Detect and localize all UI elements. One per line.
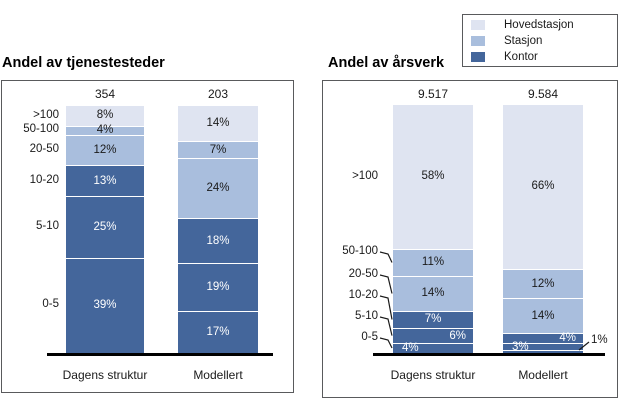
y-category-label-0-5: 0-5 [42,298,59,311]
segment-value-label: 3% [512,340,529,353]
segment-value-label: 14% [206,116,230,129]
legend-swatch-stasjon [471,35,485,46]
bar-segment-20-50: 14% [393,276,473,311]
bar-segment-50-100: 12% [503,268,583,299]
segment-value-label: 24% [206,182,230,195]
segment-value-label: 25% [93,221,117,234]
bar-segment-50-100: 4% [66,124,144,137]
segment-value-label: 7% [209,143,227,156]
x-axis-line [373,353,605,356]
y-category-label-20-50: 20-50 [29,143,59,156]
y-category-label-20-50: 20-50 [348,268,378,280]
segment-value-label: 66% [531,180,555,193]
segment-value-label: 4% [559,332,576,345]
bar-segment-5-10: 19% [178,263,258,311]
segment-value-label: 11% [421,256,445,269]
segment-value-label: 19% [206,280,230,293]
chart-panel-arsverk: 58% 11% 14% 7% 6% 4% 9.517 Dagens struktur 66% 12… [322,80,618,398]
bar-segment->100: 14% [178,106,258,141]
chart-panel-tjenestesteder: 8% 4% 12% 13% 25% 39% 354 Dagens struktur 14% 7% 2… [1,80,294,393]
segment-value-label: 58% [421,170,445,183]
bar-segment-10-20: 7% [393,310,473,329]
segment-value-label: 39% [93,299,117,312]
segment-value-label: 13% [93,174,117,187]
y-category-label-5-10: 5-10 [354,310,378,322]
y-category-label-50-100: 50-100 [23,123,59,136]
legend-item-stasjon: Stasjon [471,34,617,47]
segment-value-label: 12% [531,277,555,290]
stacked-bar-dagens-struktur: 8% 4% 12% 13% 25% 39% [66,106,144,353]
x-axis-label-modellert: Modellert [518,368,568,382]
bar-segment->100: 66% [503,105,583,269]
bar-segment-0-5: 17% [178,310,258,353]
legend-label: Hovedstasjon [504,18,574,31]
segment-value-label: 4% [96,124,114,137]
stacked-bar-modellert: 14% 7% 24% 18% 19% 17% [178,106,258,353]
bar-segment-0-5 [503,350,583,353]
bar-segment-20-50: 24% [178,158,258,219]
legend-swatch-hovedstasjon [471,19,485,30]
y-category-label-50-100: 50-100 [342,245,378,257]
segment-value-label: 14% [421,287,445,300]
x-axis-label-modellert: Modellert [193,368,243,382]
segment-value-label: 6% [449,329,466,342]
bar-total-label: 9.517 [417,87,449,101]
bar-segment-0-5: 4% [393,342,473,354]
legend-swatch-kontor [471,51,485,62]
x-axis-line [47,353,273,356]
segment-value-label: 7% [424,313,442,326]
segment-value-label: 8% [96,109,114,122]
bar-segment-0-5: 39% [66,257,144,353]
y-category-label-10-20: 10-20 [29,173,59,186]
bar-segment-10-20: 13% [66,164,144,197]
bar-segment-5-10: 25% [66,196,144,258]
bar-segment-50-100: 7% [178,140,258,159]
y-category-label-5-10: 5-10 [35,220,59,233]
legend: Hovedstasjon Stasjon Kontor [462,14,618,67]
bar-segment->100: 58% [393,105,473,249]
chart-title-arsverk: Andel av årsverk [328,55,445,71]
bar-total-label: 354 [94,87,116,101]
bar-segment-10-20: 4% [503,332,583,345]
bar-segment-20-50: 12% [66,135,144,165]
y-category-label-10-20: 10-20 [348,289,378,301]
x-axis-label-dagens-struktur: Dagens struktur [62,368,148,382]
legend-label: Kontor [504,50,538,63]
outside-segment-label: 1% [591,334,608,346]
legend-item-hovedstasjon: Hovedstasjon [471,18,617,31]
segment-value-label: 4% [402,342,419,354]
y-category-label--100: >100 [352,170,378,182]
bar-segment-5-10: 3% [503,340,583,353]
y-category-label-0-5: 0-5 [361,331,378,343]
stacked-bar-modellert: 66% 12% 14% 4% 3% [503,105,583,353]
segment-value-label: 18% [206,234,230,247]
bar-segment-20-50: 14% [503,298,583,334]
segment-value-label: 12% [93,144,117,157]
x-axis-label-dagens-struktur: Dagens struktur [390,368,476,382]
legend-item-kontor: Kontor [471,50,617,63]
bar-total-label: 203 [207,87,229,101]
bar-segment->100: 8% [66,106,144,126]
bar-segment-10-20: 18% [178,218,258,264]
y-category-label--100: >100 [33,108,59,121]
segment-value-label: 14% [531,309,555,322]
bar-segment-5-10: 6% [393,328,473,344]
legend-label: Stasjon [504,34,543,47]
bar-total-label: 9.584 [527,87,559,101]
stacked-bar-dagens-struktur: 58% 11% 14% 7% 6% 4% [393,105,473,354]
chart-title-tjenestesteder: Andel av tjenestesteder [2,55,165,71]
segment-value-label: 17% [206,325,230,338]
bar-segment-50-100: 11% [393,248,473,277]
